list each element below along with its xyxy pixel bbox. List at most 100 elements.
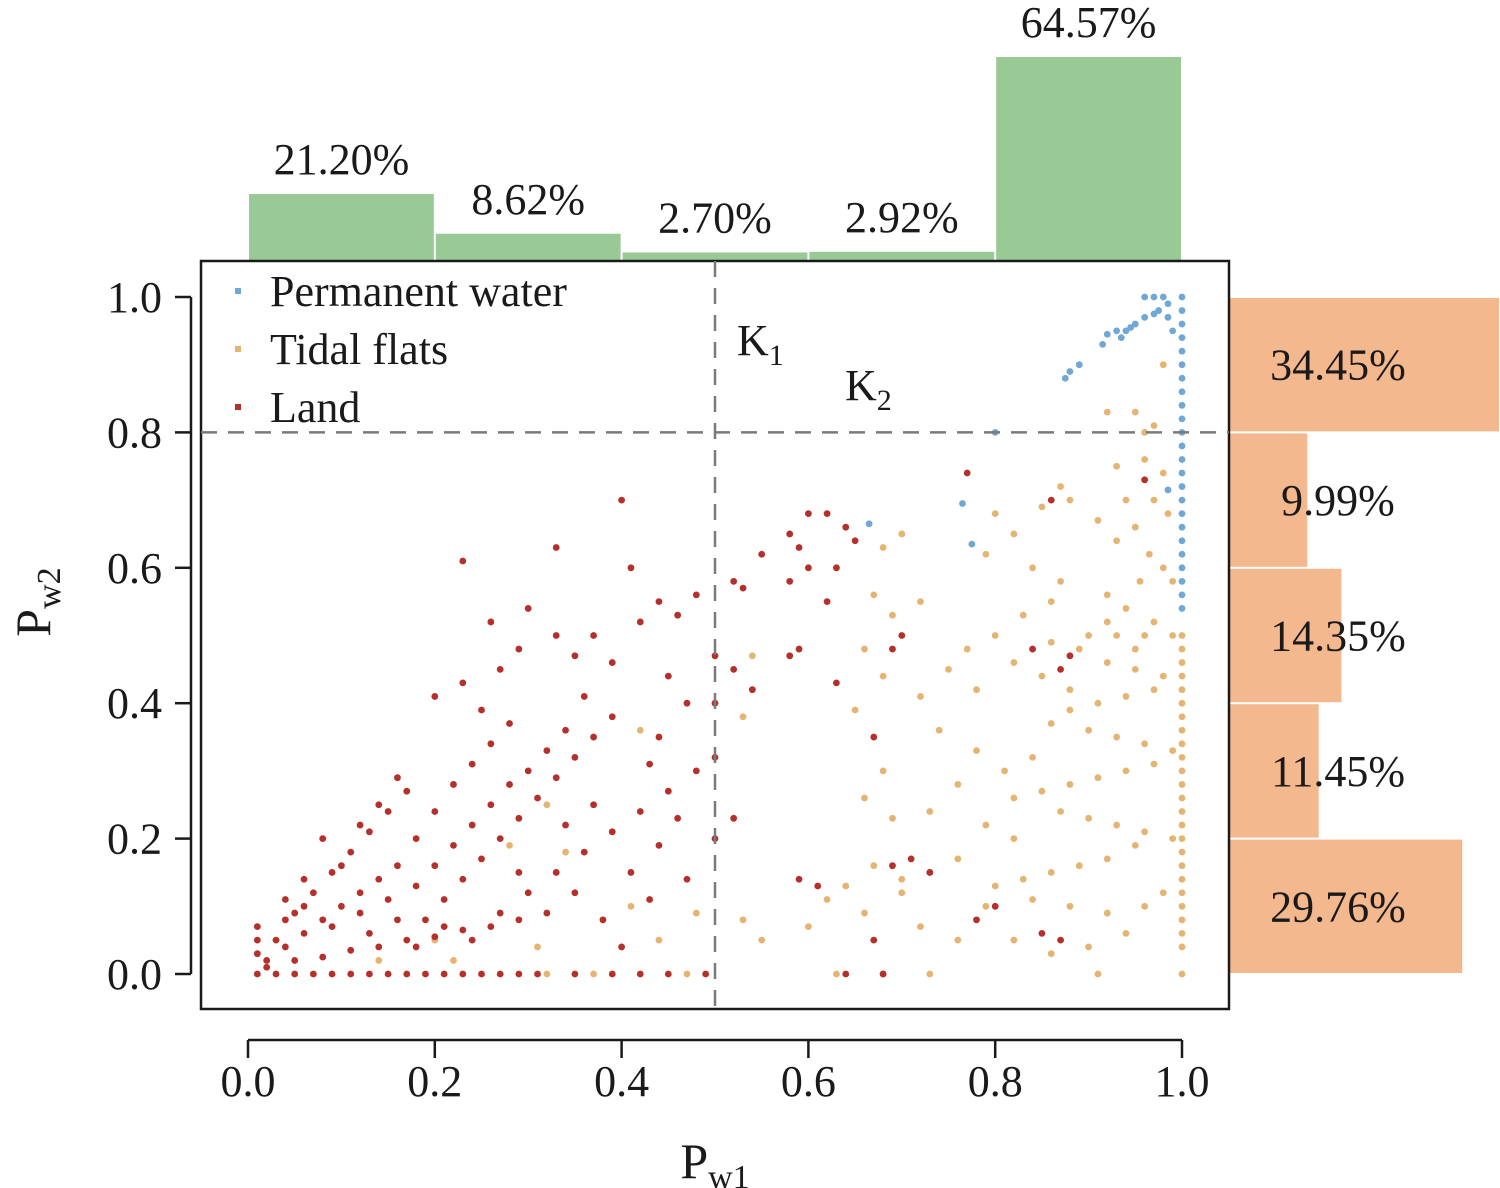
data-point (347, 946, 355, 954)
data-point (758, 936, 766, 944)
data-point (973, 916, 980, 924)
data-point (375, 801, 383, 809)
data-point (865, 520, 873, 528)
data-point (861, 794, 868, 802)
legend-swatch (235, 288, 241, 294)
right-hist-bar (1229, 704, 1319, 838)
data-point (1178, 672, 1186, 680)
data-point (1010, 659, 1018, 666)
data-point (1001, 767, 1008, 775)
data-point (1178, 334, 1186, 342)
data-point (1010, 835, 1018, 842)
data-point (814, 882, 822, 890)
data-point (1178, 781, 1186, 788)
data-point (291, 909, 299, 917)
data-point (347, 848, 355, 856)
data-point (356, 821, 364, 829)
data-point (543, 801, 551, 809)
data-point (1094, 517, 1102, 524)
data-point (917, 598, 924, 606)
data-point (608, 659, 616, 666)
data-point (1178, 862, 1186, 870)
right-hist-label: 9.99% (1281, 476, 1395, 525)
data-point (1010, 936, 1018, 944)
data-point (1178, 577, 1186, 585)
data-point (963, 645, 971, 653)
data-point (1150, 686, 1158, 694)
data-point (431, 933, 439, 941)
data-point (328, 923, 336, 931)
data-point (1113, 821, 1121, 829)
data-point (1169, 327, 1177, 335)
data-point (422, 916, 429, 924)
data-point (571, 970, 579, 978)
data-point (1178, 605, 1186, 612)
data-point (1178, 361, 1186, 369)
data-point (1141, 293, 1149, 301)
data-point (338, 862, 345, 870)
data-point (534, 794, 541, 802)
data-point (898, 530, 906, 538)
data-point (375, 875, 383, 883)
data-point (655, 733, 663, 741)
data-point (1131, 523, 1139, 531)
data-point (1178, 550, 1186, 558)
data-point (1127, 324, 1135, 331)
data-point (394, 774, 401, 782)
data-point (384, 896, 392, 903)
data-point (1141, 456, 1149, 463)
data-point (968, 540, 976, 548)
data-point (805, 564, 812, 572)
data-point (1178, 564, 1186, 572)
data-point (1159, 672, 1167, 680)
legend-label: Permanent water (270, 267, 567, 316)
data-point (954, 781, 962, 788)
data-point (1169, 747, 1177, 754)
data-point (281, 916, 289, 924)
data-point (861, 909, 868, 917)
data-point (552, 544, 560, 551)
data-point (795, 875, 803, 883)
data-point (1047, 496, 1055, 504)
data-point (459, 557, 467, 565)
data-point (412, 943, 420, 951)
data-point (543, 747, 551, 754)
data-point (674, 611, 682, 619)
data-point (1178, 686, 1186, 694)
data-point (692, 591, 700, 599)
data-point (506, 841, 513, 849)
data-point (1038, 929, 1046, 937)
data-point (366, 970, 373, 978)
data-point (422, 970, 429, 978)
y-tick-label: 0.0 (107, 950, 162, 999)
top-hist-label: 21.20% (274, 135, 410, 184)
data-point (450, 957, 457, 964)
data-point (1010, 794, 1018, 802)
data-point (1122, 693, 1130, 700)
data-point (1010, 530, 1018, 538)
data-point (636, 618, 644, 626)
data-point (889, 862, 896, 870)
data-point (618, 496, 625, 504)
data-point (991, 882, 999, 890)
data-point (1155, 307, 1163, 314)
data-point (300, 875, 308, 883)
data-point (1178, 320, 1186, 328)
data-point (1178, 970, 1186, 978)
data-point (590, 733, 597, 741)
data-point (1159, 889, 1167, 897)
data-point (748, 686, 756, 694)
data-point (748, 652, 756, 660)
data-point (991, 902, 999, 910)
data-point (1178, 753, 1186, 761)
data-point (1178, 496, 1186, 504)
data-point (1150, 760, 1158, 768)
data-point (907, 855, 915, 863)
top-hist-label: 64.57% (1021, 0, 1157, 47)
data-point (1094, 699, 1102, 707)
data-point (487, 801, 495, 809)
data-point (1178, 632, 1186, 639)
data-point (1141, 476, 1149, 484)
data-point (739, 713, 747, 721)
data-point (1159, 564, 1167, 572)
